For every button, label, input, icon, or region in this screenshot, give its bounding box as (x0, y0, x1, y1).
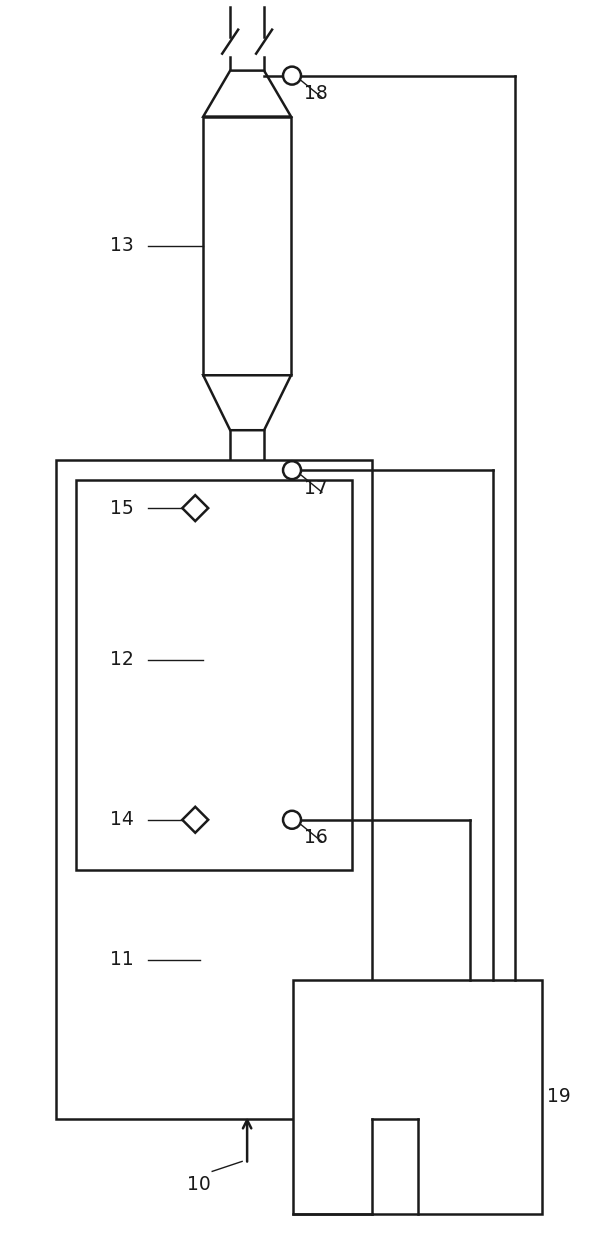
Text: 13: 13 (111, 237, 134, 256)
Polygon shape (203, 375, 291, 431)
Bar (56, 460, 372, 1119)
Polygon shape (203, 71, 291, 117)
Polygon shape (182, 495, 208, 521)
Text: 11: 11 (111, 951, 134, 969)
Polygon shape (182, 807, 208, 833)
Text: 15: 15 (111, 499, 134, 517)
Polygon shape (212, 1010, 282, 1060)
Circle shape (283, 67, 301, 84)
Text: 12: 12 (111, 650, 134, 669)
Bar (203, 117, 291, 375)
Text: 18: 18 (304, 84, 328, 103)
Circle shape (283, 462, 301, 479)
Polygon shape (203, 759, 291, 815)
Bar (203, 560, 291, 759)
Bar (75, 480, 352, 870)
Text: 10: 10 (187, 1175, 211, 1194)
Polygon shape (200, 910, 294, 1010)
Text: 14: 14 (111, 810, 135, 829)
Text: 16: 16 (304, 828, 328, 848)
Polygon shape (212, 870, 282, 910)
Bar (293, 979, 542, 1215)
Text: 19: 19 (547, 1087, 571, 1107)
Circle shape (283, 810, 301, 829)
Text: 17: 17 (304, 479, 328, 498)
Polygon shape (203, 510, 291, 560)
